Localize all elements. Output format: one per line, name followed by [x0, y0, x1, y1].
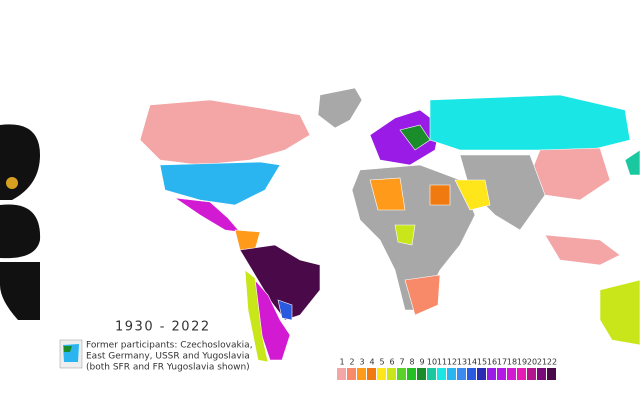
legend-label: 7: [399, 358, 404, 367]
legend-label: 14: [467, 358, 477, 367]
legend-label: 10: [427, 358, 437, 367]
legend-swatch: [357, 368, 366, 380]
legend-swatch: [487, 368, 496, 380]
legend-label: 2: [349, 358, 354, 367]
note-line: (both SFR and FR Yugoslavia shown): [86, 363, 250, 373]
legend-label: 16: [487, 358, 497, 367]
legend-label: 17: [497, 358, 507, 367]
legend-swatch: [547, 368, 556, 380]
legend-swatch: [377, 368, 386, 380]
legend-swatch: [417, 368, 426, 380]
legend-label: 15: [477, 358, 487, 367]
legend-swatch: [537, 368, 546, 380]
legend-swatch: [337, 368, 346, 380]
legend-label: 3: [359, 358, 364, 367]
legend-swatch: [477, 368, 486, 380]
legend-label: 1: [339, 358, 344, 367]
legend-swatch: [527, 368, 536, 380]
legend-label: 8: [409, 358, 414, 367]
legend-swatch: [507, 368, 516, 380]
legend-swatch: [387, 368, 396, 380]
legend-label: 22: [547, 358, 557, 367]
legend-label: 11: [437, 358, 447, 367]
legend-swatch: [517, 368, 526, 380]
legend-label: 6: [389, 358, 394, 367]
legend-label: 4: [369, 358, 374, 367]
legend-swatch: [467, 368, 476, 380]
legend-swatch: [347, 368, 356, 380]
legend-swatch: [437, 368, 446, 380]
world-map: [139, 87, 640, 363]
legend-label: 19: [517, 358, 527, 367]
legend-label: 5: [379, 358, 384, 367]
legend-swatch: [447, 368, 456, 380]
legend: 1 2 3 4 5 6 7 8 9 10 11 12 13 14 15 16 17 18 19 20 21 22: [337, 358, 557, 380]
legend-label: 20: [527, 358, 537, 367]
legend-label: 9: [419, 358, 424, 367]
legend-label: 21: [537, 358, 547, 367]
legend-label: 18: [507, 358, 517, 367]
legend-swatch: [457, 368, 466, 380]
note-line: Former participants: Czechoslovakia,: [86, 341, 253, 351]
legend-swatch: [367, 368, 376, 380]
former-participants-icon: [59, 339, 83, 369]
legend-label: 13: [457, 358, 467, 367]
legend-label: 12: [447, 358, 457, 367]
legend-swatch: [397, 368, 406, 380]
legend-swatch: [427, 368, 436, 380]
note-line: East Germany, USSR and Yugoslavia: [86, 352, 250, 362]
legend-swatch: [407, 368, 416, 380]
former-participants-note: Former participants: Czechoslovakia,East…: [86, 341, 253, 373]
period: 1930 - 2022: [115, 320, 211, 335]
legend-swatch: [497, 368, 506, 380]
logo: [0, 124, 41, 320]
